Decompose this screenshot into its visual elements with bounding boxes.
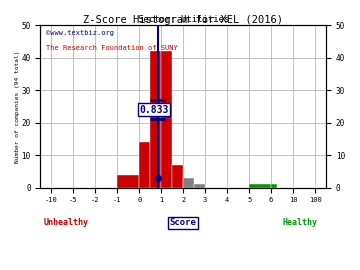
Bar: [172, 165, 183, 188]
Text: The Research Foundation of SUNY: The Research Foundation of SUNY: [46, 45, 178, 50]
Bar: [271, 184, 276, 188]
Text: Healthy: Healthy: [283, 218, 318, 228]
Bar: [139, 142, 150, 188]
Bar: [161, 51, 172, 188]
Text: Unhealthy: Unhealthy: [44, 218, 89, 228]
Bar: [117, 175, 139, 188]
Bar: [249, 184, 271, 188]
Bar: [194, 184, 205, 188]
Text: Score: Score: [170, 218, 197, 228]
Y-axis label: Number of companies (94 total): Number of companies (94 total): [15, 50, 20, 163]
Text: 0.833: 0.833: [140, 104, 169, 114]
Bar: [183, 178, 194, 188]
Bar: [150, 51, 161, 188]
Text: Sector: Utilities: Sector: Utilities: [138, 15, 229, 24]
Text: ©www.textbiz.org: ©www.textbiz.org: [46, 30, 114, 36]
Title: Z-Score Histogram for XEL (2016): Z-Score Histogram for XEL (2016): [83, 15, 283, 25]
